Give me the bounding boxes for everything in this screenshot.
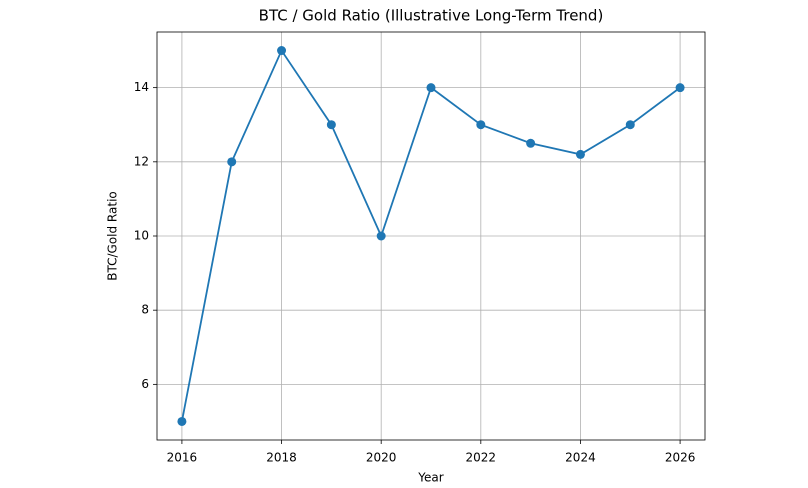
x-tick-label: 2026	[665, 451, 696, 465]
data-point	[326, 120, 336, 130]
y-tick-label: 12	[134, 154, 149, 168]
data-point	[575, 149, 585, 159]
chart-title: BTC / Gold Ratio (Illustrative Long-Term…	[259, 7, 604, 25]
x-tick-label: 2020	[366, 451, 397, 465]
data-point	[376, 231, 386, 241]
x-tick-label: 2022	[466, 451, 497, 465]
x-tick-label: 2018	[266, 451, 297, 465]
y-tick-label: 14	[134, 80, 149, 94]
data-point	[177, 416, 187, 426]
x-tick-label: 2024	[565, 451, 596, 465]
plot-frame	[156, 31, 706, 441]
data-point	[426, 83, 436, 93]
x-axis-label: Year	[417, 471, 443, 485]
data-point	[227, 157, 237, 167]
data-point	[476, 120, 486, 130]
data-point	[526, 138, 536, 148]
y-tick-label: 8	[141, 303, 149, 317]
data-point	[625, 120, 635, 130]
data-point	[277, 46, 287, 56]
y-tick-label: 6	[141, 377, 149, 391]
data-point	[675, 83, 685, 93]
y-tick-label: 10	[134, 229, 149, 243]
y-axis-label: BTC/Gold Ratio	[106, 191, 120, 281]
x-tick-label: 2016	[167, 451, 198, 465]
